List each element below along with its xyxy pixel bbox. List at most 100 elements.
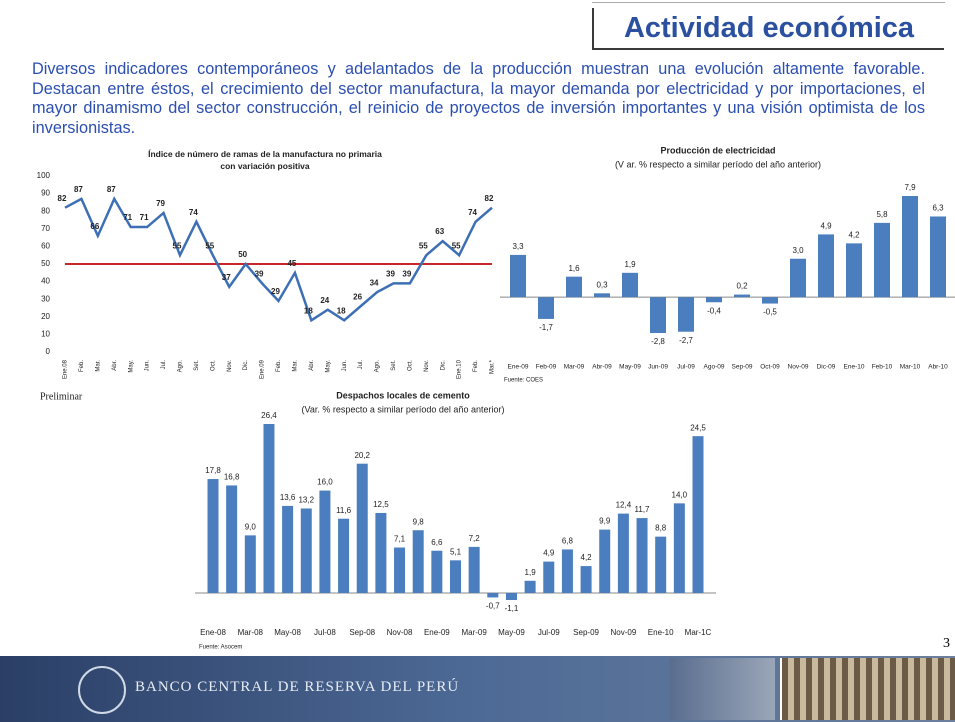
data-label: 26 bbox=[353, 292, 362, 301]
bar bbox=[874, 222, 890, 298]
chart-title: Producción de electricidad bbox=[660, 145, 775, 155]
bar bbox=[431, 550, 443, 593]
bar bbox=[599, 529, 611, 593]
data-label: 87 bbox=[74, 185, 83, 194]
x-tick-label: Ene.08 bbox=[63, 359, 69, 379]
data-label: -0,7 bbox=[486, 602, 500, 611]
x-tick-label: Mar-08 bbox=[238, 628, 264, 637]
data-label: 7,2 bbox=[469, 534, 481, 543]
x-tick-label: May-08 bbox=[274, 628, 301, 637]
x-tick-label: Jul-09 bbox=[677, 364, 695, 371]
data-label: 39 bbox=[386, 269, 395, 278]
line bbox=[64, 196, 493, 323]
data-label: 18 bbox=[304, 306, 313, 315]
bar bbox=[902, 196, 918, 298]
y-tick-label: 0 bbox=[46, 347, 51, 356]
y-tick-label: 30 bbox=[41, 294, 50, 303]
x-tick-label: Nov. bbox=[227, 360, 233, 372]
bar bbox=[538, 297, 554, 319]
y-tick-label: 20 bbox=[41, 312, 50, 321]
data-label: 0,3 bbox=[596, 280, 608, 289]
x-tick-label: Feb. bbox=[79, 360, 85, 372]
source: Fuente: Asocem bbox=[199, 645, 242, 651]
x-tick-label: Ene-09 bbox=[424, 628, 450, 637]
data-label: 16,8 bbox=[224, 473, 240, 482]
x-tick-label: Mar.* bbox=[490, 359, 496, 374]
bar bbox=[244, 535, 256, 593]
x-tick-label: Ago. bbox=[178, 360, 184, 373]
x-tick-label: Nov. bbox=[424, 360, 430, 372]
bar bbox=[263, 424, 275, 593]
bar bbox=[356, 463, 368, 593]
data-label: 17,8 bbox=[205, 466, 221, 475]
bar bbox=[580, 566, 592, 593]
x-tick-label: Mar. bbox=[293, 360, 299, 372]
data-label: 5,1 bbox=[450, 547, 462, 556]
data-label: 9,0 bbox=[245, 522, 257, 531]
bar bbox=[706, 297, 722, 303]
data-label: 55 bbox=[205, 241, 214, 250]
chart-title: Despachos locales de cemento bbox=[336, 390, 470, 400]
data-label: 4,2 bbox=[581, 553, 593, 562]
slide-title: Actividad económica bbox=[592, 8, 944, 50]
data-label: 11,7 bbox=[635, 505, 651, 514]
data-label: 82 bbox=[485, 194, 494, 203]
x-tick-label: Ago. bbox=[375, 360, 381, 373]
data-label: 74 bbox=[468, 208, 477, 217]
bar bbox=[650, 297, 666, 333]
data-label: 9,8 bbox=[413, 517, 425, 526]
bar bbox=[655, 536, 667, 593]
data-label: 13,2 bbox=[298, 496, 314, 505]
photo bbox=[670, 658, 775, 720]
data-label: 0,2 bbox=[736, 282, 748, 291]
x-tick-label: Feb. bbox=[276, 360, 282, 372]
x-tick-label: Nov-08 bbox=[387, 628, 413, 637]
x-tick-label: Dic. bbox=[440, 360, 446, 371]
y-tick-label: 80 bbox=[41, 206, 50, 215]
x-tick-label: Ene-10 bbox=[648, 628, 674, 637]
footer-text: BANCO CENTRAL DE RESERVA DEL PERÚ bbox=[135, 679, 460, 695]
data-label: 34 bbox=[370, 278, 379, 287]
data-label: -1,7 bbox=[539, 323, 553, 332]
y-tick-label: 40 bbox=[41, 277, 50, 286]
bar bbox=[510, 254, 526, 298]
bar bbox=[394, 547, 406, 593]
charts: Índice de número de ramas de la manufact… bbox=[37, 145, 955, 651]
x-tick-label: Ene.10 bbox=[457, 359, 463, 379]
data-label: 71 bbox=[123, 213, 132, 222]
data-label: -0,5 bbox=[763, 308, 777, 317]
x-tick-label: Ene.09 bbox=[260, 359, 266, 379]
bar bbox=[846, 243, 862, 298]
data-label: 16,0 bbox=[317, 478, 333, 487]
x-tick-label: Abr. bbox=[309, 360, 315, 371]
x-tick-label: Mar-09 bbox=[461, 628, 487, 637]
x-tick-label: Ene-08 bbox=[200, 628, 226, 637]
x-tick-label: Feb. bbox=[473, 360, 479, 372]
x-tick-label: Jun. bbox=[342, 360, 348, 372]
bar bbox=[617, 513, 629, 593]
data-label: 1,9 bbox=[624, 260, 636, 269]
data-label: 6,3 bbox=[932, 204, 944, 213]
y-tick-label: 60 bbox=[41, 242, 50, 251]
x-tick-label: Nov-09 bbox=[610, 628, 636, 637]
slide-body: Diversos indicadores contemporáneos y ad… bbox=[32, 60, 925, 137]
bar bbox=[673, 503, 685, 593]
x-tick-label: May. bbox=[128, 360, 134, 373]
data-label: 6,8 bbox=[562, 537, 574, 546]
y-tick-label: 100 bbox=[37, 171, 51, 180]
data-label: 3,3 bbox=[512, 242, 524, 251]
data-label: 29 bbox=[271, 287, 280, 296]
footer: BANCO CENTRAL DE RESERVA DEL PERÚ bbox=[0, 656, 955, 722]
x-tick-label: Abr. bbox=[112, 360, 118, 371]
bar bbox=[338, 518, 350, 593]
data-label: -2,7 bbox=[679, 336, 693, 345]
x-tick-label: Sep-09 bbox=[573, 628, 599, 637]
bar bbox=[282, 505, 294, 593]
chart-subtitle: (Var. % respecto a similar período del a… bbox=[302, 404, 505, 414]
data-label: 7,9 bbox=[904, 183, 916, 192]
x-tick-label: Sep-08 bbox=[349, 628, 375, 637]
bar bbox=[468, 546, 480, 593]
data-label: 79 bbox=[156, 199, 165, 208]
x-tick-label: Feb-09 bbox=[536, 364, 557, 371]
data-label: 1,6 bbox=[568, 264, 580, 273]
